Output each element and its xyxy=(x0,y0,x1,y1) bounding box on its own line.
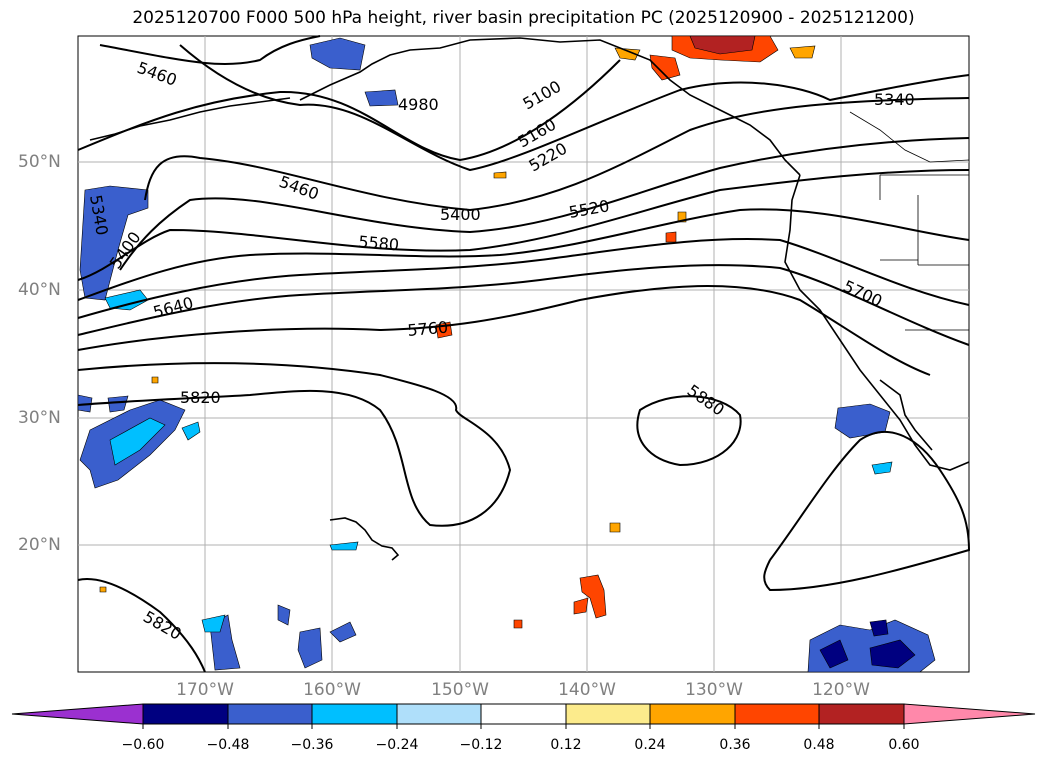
colorbar-segment xyxy=(311,703,398,725)
contour-line xyxy=(99,35,321,65)
contour-label: 5760 xyxy=(407,318,449,340)
precip-positive-patch xyxy=(609,522,621,533)
colorbar-tick-label: −0.12 xyxy=(459,737,503,753)
contour-line xyxy=(77,169,970,281)
contour-label: 5580 xyxy=(358,232,400,254)
colorbar-segment xyxy=(565,703,651,725)
precip-negative-patch xyxy=(364,89,399,107)
precip-negative-patch xyxy=(869,619,889,637)
north-america-west-coast xyxy=(784,174,970,471)
map-frame xyxy=(77,35,970,673)
precip-negative-patch xyxy=(309,37,366,71)
precip-positive-patch xyxy=(493,171,507,179)
precip-negative-patch xyxy=(329,541,359,551)
contour-line xyxy=(77,578,206,673)
colorbar-tick-label: 0.24 xyxy=(634,737,666,753)
contour-label: 5820 xyxy=(180,388,221,407)
alaska-coast xyxy=(299,37,801,176)
precip-positive-patch xyxy=(614,47,641,61)
map-title: 2025120700 F000 500 hPa height, river ba… xyxy=(132,8,915,28)
precip-shading xyxy=(77,35,936,673)
colorbar-segment xyxy=(818,703,905,725)
precip-negative-patch xyxy=(107,395,129,413)
contour-line xyxy=(144,97,970,212)
colorbar-segment xyxy=(142,703,229,725)
precip-negative-patch xyxy=(109,417,166,466)
precip-negative-patch xyxy=(869,639,916,669)
precip-positive-patch xyxy=(649,54,681,81)
precip-positive-patch xyxy=(99,586,107,593)
colorbar-tick-label: 0.60 xyxy=(888,737,920,753)
precip-positive-patch xyxy=(513,619,523,629)
contour-label: 5400 xyxy=(440,205,481,224)
lat-label-30n: 30°N xyxy=(18,408,61,428)
lon-label-120w: 120°W xyxy=(812,680,870,700)
colorbar-ticks xyxy=(142,724,905,729)
colorbar-segment xyxy=(227,703,313,725)
contour-label: 5340 xyxy=(874,90,915,109)
colorbar-segment xyxy=(649,703,736,725)
colorbar-extend-low xyxy=(11,703,144,725)
contour-line xyxy=(179,44,970,172)
height-contours xyxy=(77,35,971,673)
contour-line xyxy=(77,362,512,527)
lon-label-160w: 160°W xyxy=(303,680,361,700)
precip-negative-patch xyxy=(181,421,201,441)
precip-negative-patch xyxy=(277,604,291,626)
baja-california xyxy=(879,379,933,451)
colorbar-tick-label: −0.36 xyxy=(290,737,334,753)
precip-positive-patch xyxy=(151,376,159,384)
colorbar-tick-label: 0.36 xyxy=(719,737,751,753)
precip-positive-patch xyxy=(689,35,756,55)
hawaii xyxy=(329,517,400,561)
colorbar-tick-label: 0.12 xyxy=(550,737,582,753)
contour-line xyxy=(77,264,970,346)
colorbar-extend-high xyxy=(903,703,1036,725)
colorbar-tick-label: −0.60 xyxy=(121,737,165,753)
contour-line xyxy=(119,137,970,271)
lon-label-130w: 130°W xyxy=(685,680,743,700)
lon-label-140w: 140°W xyxy=(558,680,616,700)
contour-line xyxy=(77,59,621,162)
lat-label-40n: 40°N xyxy=(18,280,61,300)
contour-label: 4980 xyxy=(398,95,439,114)
lat-label-20n: 20°N xyxy=(18,535,61,555)
lon-label-150w: 150°W xyxy=(431,680,489,700)
precip-negative-patch xyxy=(329,621,357,643)
lat-label-50n: 50°N xyxy=(18,152,61,172)
precip-negative-patch xyxy=(819,639,849,669)
precip-positive-patch xyxy=(789,45,816,59)
colorbar xyxy=(11,703,1036,725)
colorbar-segment xyxy=(480,703,567,725)
contour-line xyxy=(77,285,931,376)
precip-positive-patch xyxy=(579,574,607,619)
precip-positive-patch xyxy=(573,597,589,615)
canada-border xyxy=(849,111,970,163)
colorbar-tick-label: 0.48 xyxy=(803,737,835,753)
lon-label-170w: 170°W xyxy=(176,680,234,700)
precip-negative-patch xyxy=(297,627,323,669)
precip-positive-patch xyxy=(665,231,677,243)
colorbar-tick-label: −0.48 xyxy=(206,737,250,753)
contour-line xyxy=(763,430,971,592)
precip-negative-patch xyxy=(201,614,226,633)
precip-negative-patch xyxy=(871,461,893,475)
contour-line xyxy=(77,208,970,301)
colorbar-tick-label: −0.24 xyxy=(375,737,419,753)
contour-line xyxy=(636,395,742,467)
precip-negative-patch xyxy=(104,289,149,311)
contour-line xyxy=(77,238,970,319)
colorbar-segment xyxy=(734,703,820,725)
colorbar-segment xyxy=(396,703,482,725)
